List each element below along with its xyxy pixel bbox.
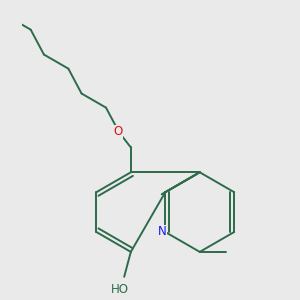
Text: HO: HO bbox=[111, 283, 129, 296]
Text: O: O bbox=[113, 125, 122, 138]
Text: N: N bbox=[158, 226, 166, 238]
